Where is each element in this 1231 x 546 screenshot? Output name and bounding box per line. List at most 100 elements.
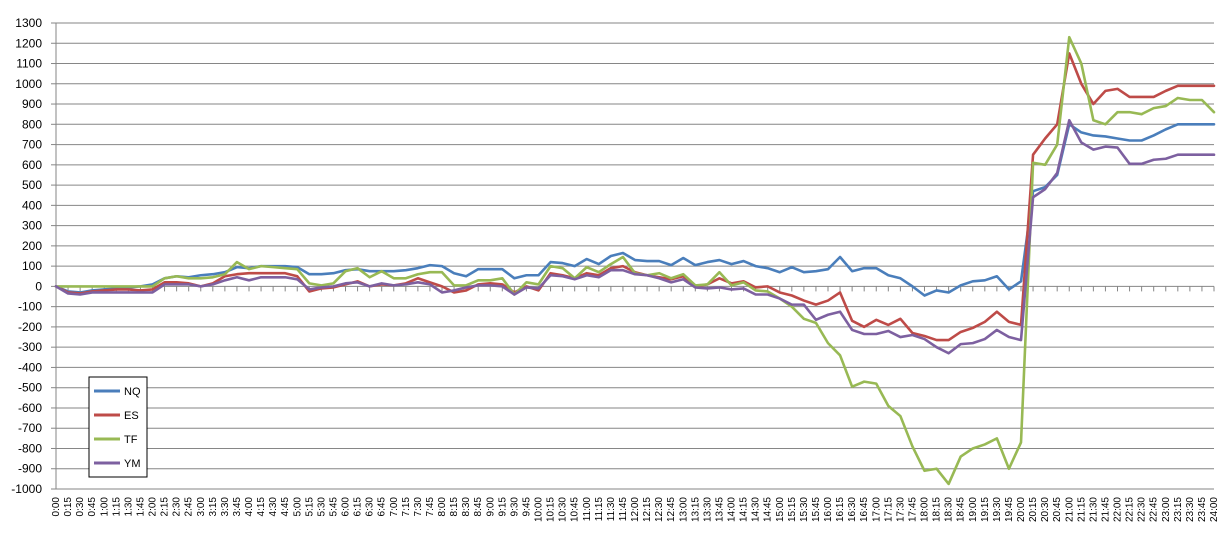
x-tick-label: 1:15 — [111, 497, 122, 517]
y-tick-label: 200 — [22, 239, 42, 253]
x-tick-label: 8:15 — [449, 497, 460, 517]
x-tick-label: 5:15 — [304, 497, 315, 517]
x-tick-label: 4:30 — [268, 497, 279, 517]
x-tick-label: 18:30 — [944, 497, 955, 522]
x-tick-label: 17:45 — [907, 497, 918, 522]
x-tick-label: 5:00 — [292, 497, 303, 517]
x-tick-label: 7:45 — [425, 497, 436, 517]
y-tick-label: -200 — [18, 320, 42, 334]
x-tick-label: 0:45 — [87, 497, 98, 517]
x-tick-label: 17:30 — [895, 497, 906, 522]
x-tick-label: 10:30 — [558, 497, 569, 522]
x-tick-label: 6:00 — [341, 497, 352, 517]
x-tick-label: 1:00 — [99, 497, 110, 517]
x-tick-label: 22:00 — [1113, 497, 1124, 522]
y-tick-label: -400 — [18, 360, 42, 374]
x-tick-label: 14:00 — [727, 497, 738, 522]
x-tick-label: 10:15 — [546, 497, 557, 522]
x-tick-label: 4:00 — [244, 497, 255, 517]
x-tick-label: 5:30 — [316, 497, 327, 517]
legend-label-es: ES — [124, 410, 139, 422]
x-tick-label: 19:15 — [980, 497, 991, 522]
series-line-ym — [54, 118, 1216, 355]
x-tick-label: 3:45 — [232, 497, 243, 517]
y-tick-label: 800 — [22, 117, 42, 131]
x-tick-label: 22:45 — [1149, 497, 1160, 522]
x-tick-label: 6:30 — [365, 497, 376, 517]
x-tick-label: 15:45 — [811, 497, 822, 522]
x-tick-label: 14:15 — [739, 497, 750, 522]
x-tick-label: 18:00 — [920, 497, 931, 522]
x-tick-label: 2:15 — [160, 497, 171, 517]
x-tick-label: 9:00 — [485, 497, 496, 517]
legend-label-tf: TF — [124, 434, 138, 446]
legend-label-ym: YM — [124, 458, 141, 470]
y-tick-label: -100 — [18, 300, 42, 314]
x-tick-label: 11:00 — [582, 497, 593, 522]
x-tick-label: 2:30 — [172, 497, 183, 517]
x-tick-label: 20:30 — [1040, 497, 1051, 522]
x-tick-label: 13:15 — [690, 497, 701, 522]
x-tick-label: 12:30 — [654, 497, 665, 522]
x-tick-label: 22:15 — [1125, 497, 1136, 522]
x-tick-label: 13:45 — [714, 497, 725, 522]
x-tick-label: 23:30 — [1185, 497, 1196, 522]
x-tick-label: 7:00 — [389, 497, 400, 517]
x-tick-label: 24:00 — [1209, 497, 1220, 522]
x-tick-label: 0:15 — [63, 497, 74, 517]
y-tick-label: 1300 — [15, 16, 42, 30]
x-tick-label: 21:30 — [1088, 497, 1099, 522]
x-tick-label: 13:30 — [702, 497, 713, 522]
series-line-es — [54, 52, 1216, 342]
y-tick-label: 0 — [35, 279, 42, 293]
y-tick-label: -600 — [18, 401, 42, 415]
x-tick-label: 17:00 — [871, 497, 882, 522]
y-tick-label: -900 — [18, 462, 42, 476]
x-tick-label: 11:45 — [618, 497, 629, 522]
y-tick-label: 100 — [22, 259, 42, 273]
x-tick-label: 20:15 — [1028, 497, 1039, 522]
y-tick-label: -300 — [18, 340, 42, 354]
y-tick-label: 500 — [22, 178, 42, 192]
x-tick-label: 8:30 — [461, 497, 472, 517]
x-tick-label: 7:15 — [401, 497, 412, 517]
x-tick-label: 12:45 — [666, 497, 677, 522]
x-tick-label: 1:45 — [135, 497, 146, 517]
x-tick-label: 19:30 — [992, 497, 1003, 522]
legend: NQ ES TF YM — [88, 376, 148, 478]
x-tick-label: 7:30 — [413, 497, 424, 517]
x-tick-label: 2:45 — [184, 497, 195, 517]
x-tick-label: 6:45 — [377, 497, 388, 517]
x-tick-label: 15:15 — [787, 497, 798, 522]
x-tick-label: 8:00 — [437, 497, 448, 517]
y-tick-label: 1100 — [16, 57, 42, 71]
y-tick-label: 900 — [22, 97, 42, 111]
x-tick-label: 16:15 — [835, 497, 846, 522]
y-axis: -1000-900-800-700-600-500-400-300-200-10… — [11, 16, 57, 496]
x-tick-label: 23:15 — [1173, 497, 1184, 522]
x-tick-label: 9:15 — [497, 497, 508, 517]
x-tick-label: 18:15 — [932, 497, 943, 522]
x-tick-label: 9:30 — [509, 497, 520, 517]
gridlines — [56, 22, 1214, 490]
x-tick-label: 14:30 — [751, 497, 762, 522]
x-tick-label: 14:45 — [763, 497, 774, 522]
y-tick-label: 700 — [22, 138, 42, 152]
legend-label-nq: NQ — [124, 386, 141, 398]
x-tick-label: 15:30 — [799, 497, 810, 522]
x-tick-label: 13:00 — [678, 497, 689, 522]
y-tick-label: 300 — [22, 219, 42, 233]
y-tick-label: -700 — [18, 421, 42, 435]
x-tick-label: 16:45 — [859, 497, 870, 522]
x-tick-label: 16:00 — [823, 497, 834, 522]
x-tick-label: 3:15 — [208, 497, 219, 517]
x-tick-label: 11:15 — [594, 497, 605, 522]
x-tick-label: 23:00 — [1161, 497, 1172, 522]
x-tick-label: 9:45 — [521, 497, 532, 517]
x-tick-label: 4:45 — [280, 497, 291, 517]
x-tick-label: 16:30 — [847, 497, 858, 522]
x-tick-label: 21:00 — [1064, 497, 1075, 522]
y-tick-label: -1000 — [11, 482, 42, 496]
